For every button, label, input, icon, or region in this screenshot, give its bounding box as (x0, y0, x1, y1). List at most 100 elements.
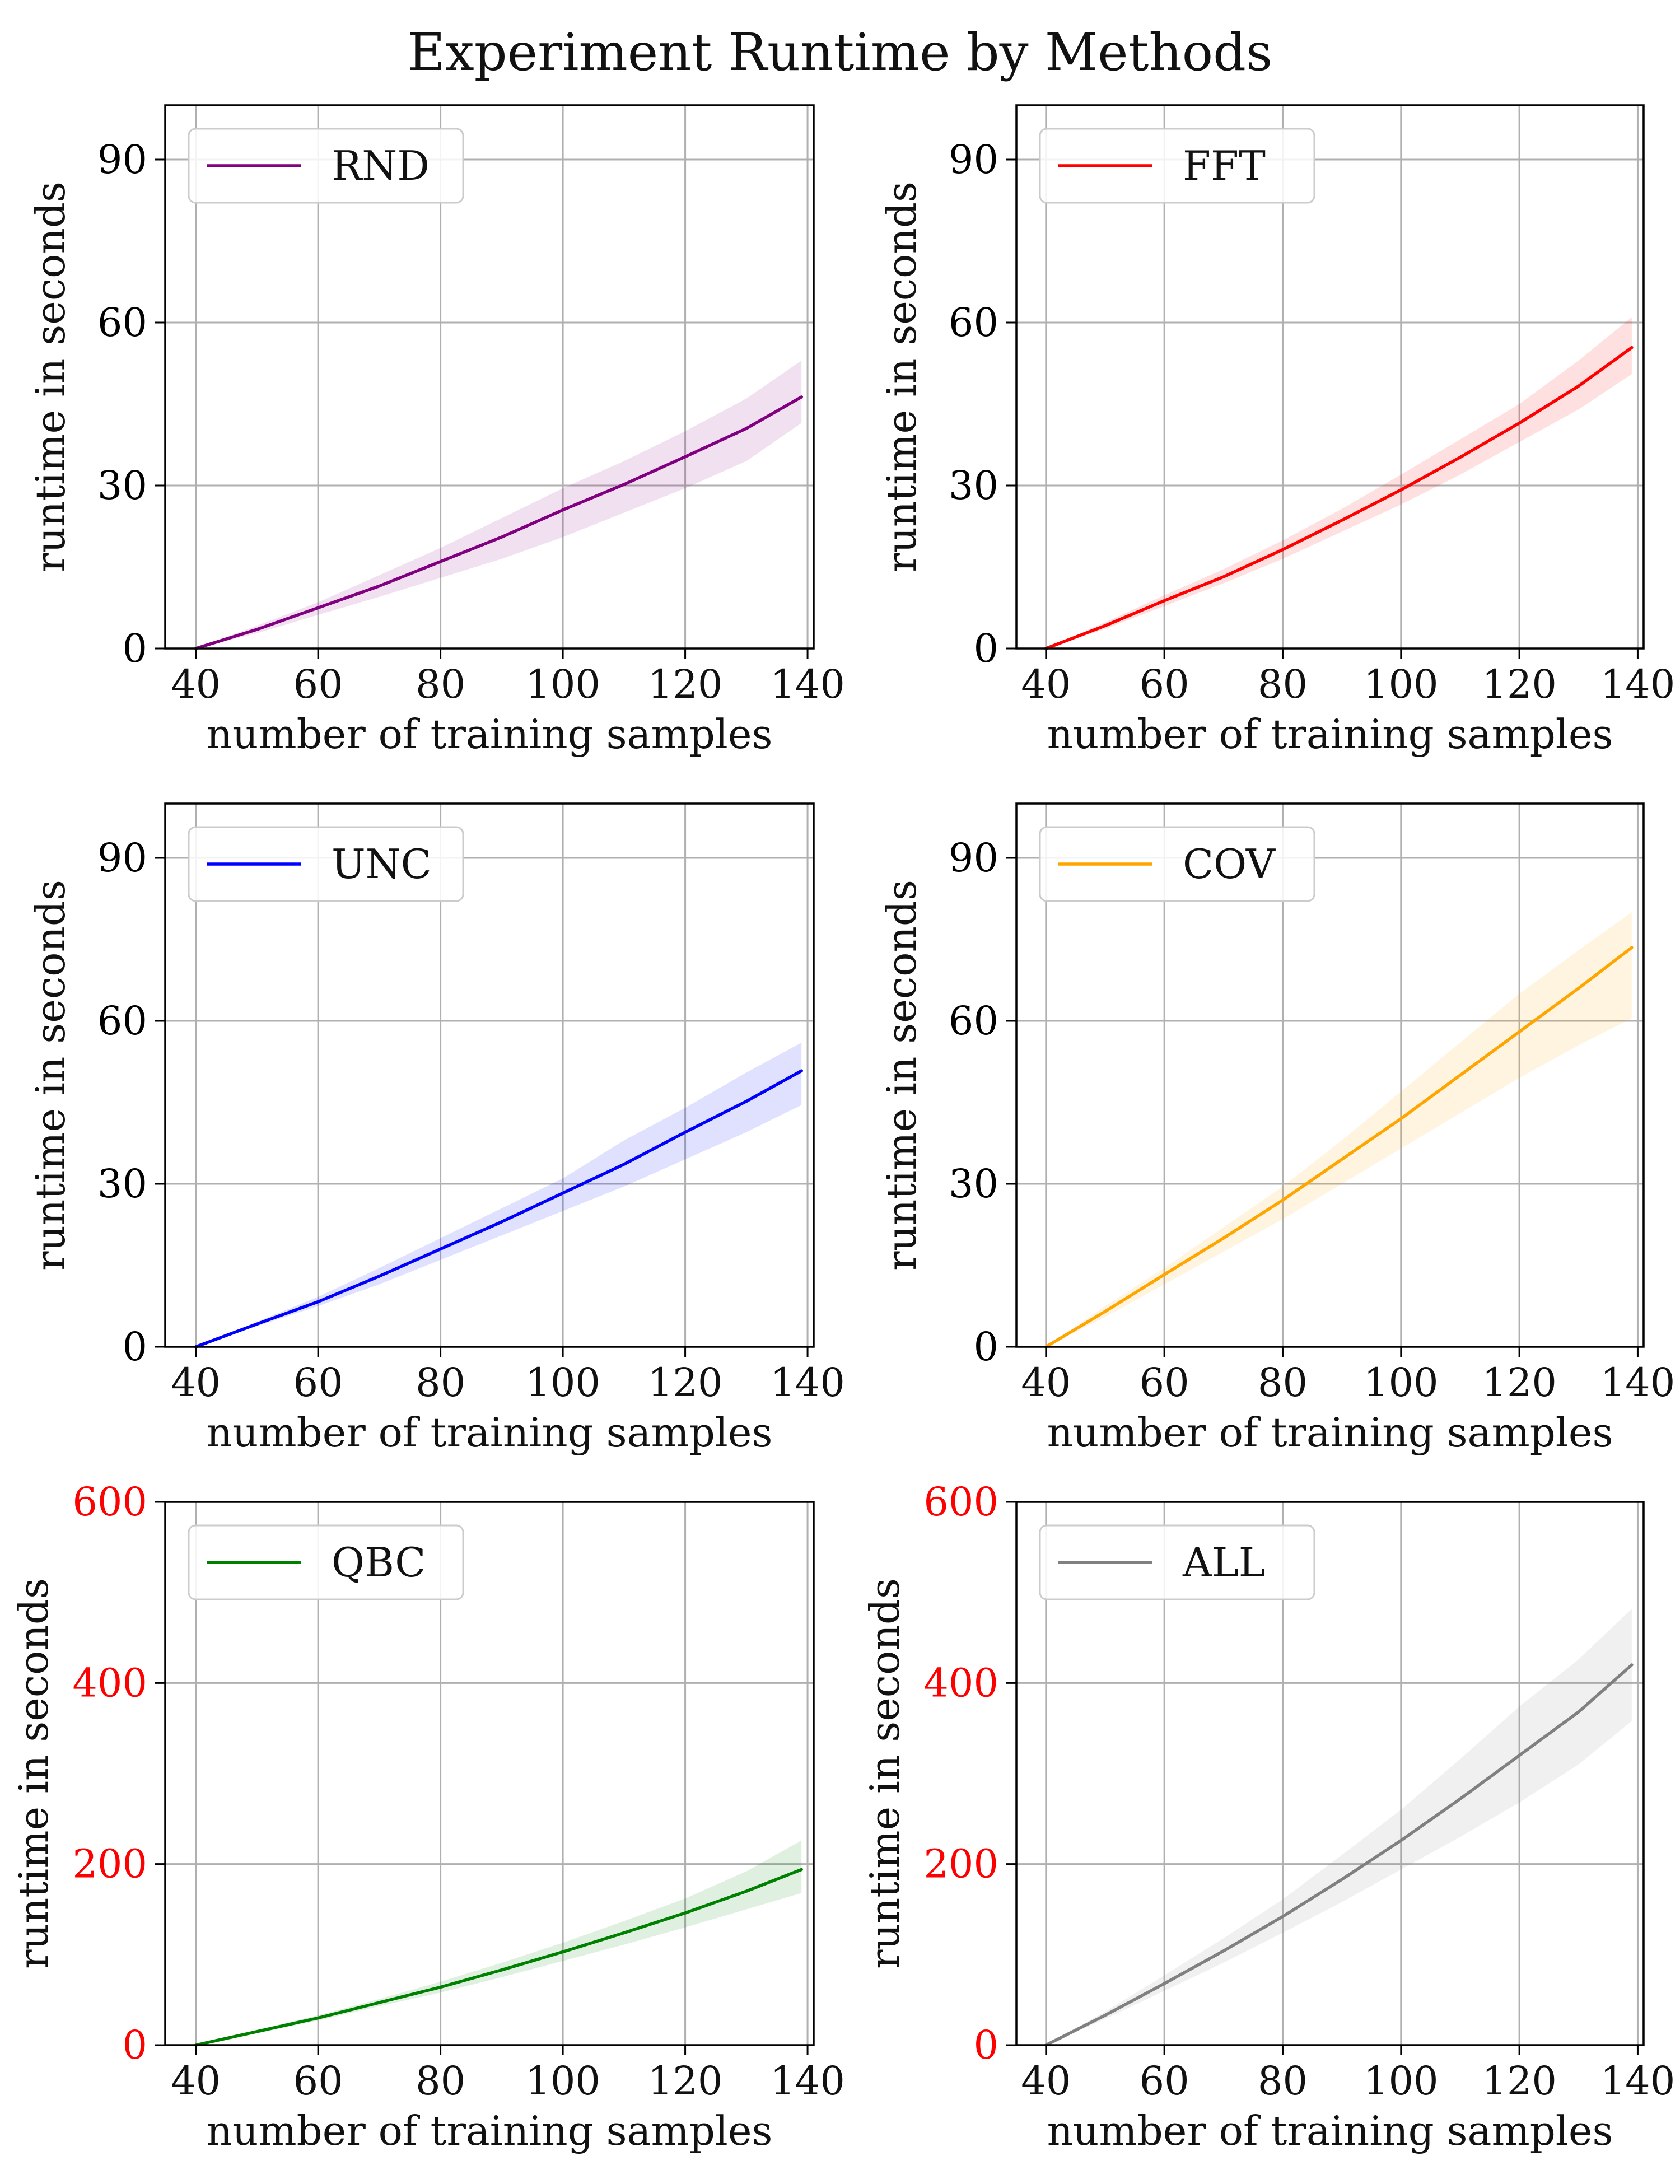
y-tick-label: 0 (122, 1324, 147, 1370)
y-tick-label: 90 (97, 137, 147, 183)
x-tick-label: 60 (293, 661, 343, 707)
legend-label-unc: UNC (332, 841, 432, 888)
legend: QBC (188, 1524, 464, 1600)
x-tick-label: 120 (648, 1360, 723, 1406)
legend-label-all: ALL (1182, 1539, 1266, 1586)
x-tick-label: 40 (171, 1360, 221, 1406)
axes-frame (1015, 802, 1645, 1348)
confidence-band-cov (1046, 912, 1632, 1347)
x-tick-label: 140 (1600, 1360, 1676, 1406)
x-tick-label: 80 (1258, 1360, 1308, 1406)
y-tick-label: 90 (949, 835, 998, 881)
x-tick-label: 140 (1600, 661, 1676, 707)
x-tick-label: 40 (1021, 661, 1071, 707)
axes-frame (1015, 104, 1645, 650)
y-axis-label: runtime in seconds (27, 181, 74, 572)
legend: FFT (1039, 128, 1315, 204)
series-line-fft (1044, 346, 1634, 650)
x-tick-label: 40 (171, 661, 221, 707)
legend: UNC (188, 826, 464, 902)
x-tick-label: 80 (1258, 2058, 1308, 2104)
y-tick-label: 0 (973, 626, 998, 671)
x-tick-label: 60 (1140, 2058, 1189, 2104)
x-axis-label: number of training samples (1047, 711, 1613, 758)
series-line-unc (194, 1069, 803, 1348)
y-tick-label: 200 (72, 1841, 147, 1887)
series-line-all (1044, 1663, 1634, 2047)
x-tick-label: 140 (770, 661, 845, 707)
chart-panel-4: 40 60 80 100 120 140 0 30 60 90 number of training… (878, 802, 1676, 1456)
legend-box (1039, 128, 1315, 204)
y-axis-label: runtime in seconds (27, 880, 74, 1271)
y-tick-label: 0 (973, 2022, 998, 2068)
legend: RND (188, 128, 464, 204)
confidence-band-qbc (195, 1840, 802, 2045)
x-tick-label: 140 (1600, 2058, 1676, 2104)
x-axis-label: number of training samples (207, 1409, 773, 1456)
x-tick-label: 40 (171, 2058, 221, 2104)
y-tick-label: 400 (923, 1660, 998, 1706)
axes-frame (164, 104, 815, 650)
axes-frame (164, 1501, 815, 2046)
chart-panel-2: 40 60 80 100 120 140 0 30 60 90 number of training… (878, 104, 1676, 758)
x-tick-label: 100 (1364, 2058, 1439, 2104)
x-tick-label: 100 (525, 661, 600, 707)
legend: ALL (1039, 1524, 1315, 1600)
x-tick-label: 60 (293, 1360, 343, 1406)
y-tick-label: 90 (97, 835, 147, 881)
x-tick-label: 100 (1364, 661, 1439, 707)
x-tick-label: 80 (1258, 661, 1308, 707)
axes-frame (1015, 1501, 1645, 2046)
x-tick-label: 40 (1021, 2058, 1071, 2104)
chart-panel-1: 40 60 80 100 120 140 0 30 60 90 number of training… (27, 104, 845, 758)
confidence-band-all (1046, 1608, 1632, 2045)
confidence-band-fft (1046, 317, 1632, 648)
chart-panel-3: 40 60 80 100 120 140 0 30 60 90 number of training… (27, 802, 845, 1456)
legend-box (1039, 1524, 1315, 1600)
legend-label-qbc: QBC (332, 1539, 426, 1586)
legend-label-cov: COV (1183, 841, 1276, 888)
y-tick-label: 0 (122, 2022, 147, 2068)
x-tick-label: 80 (416, 1360, 465, 1406)
x-tick-label: 120 (1482, 661, 1557, 707)
legend-label-fft: FFT (1183, 142, 1266, 189)
x-tick-label: 80 (416, 661, 465, 707)
chart-panel-5: 40 60 80 100 120 140 0 200 400 600 number of train… (10, 1479, 845, 2154)
y-tick-label: 400 (72, 1660, 147, 1706)
x-axis-label: number of training samples (207, 2107, 773, 2154)
x-axis-label: number of training samples (207, 711, 773, 758)
chart-panel-6: 40 60 80 100 120 140 0 200 400 600 number of train… (861, 1479, 1675, 2154)
x-tick-label: 120 (648, 2058, 723, 2104)
x-axis-label: number of training samples (1047, 2107, 1613, 2154)
x-tick-label: 140 (770, 2058, 845, 2104)
legend-label-rnd: RND (332, 142, 430, 189)
legend-box (1039, 826, 1315, 902)
legend-box (188, 1524, 464, 1600)
y-axis-label: runtime in seconds (878, 181, 925, 572)
x-tick-label: 60 (293, 2058, 343, 2104)
y-axis-label: runtime in seconds (878, 880, 925, 1271)
series-line-rnd (194, 395, 803, 650)
axes-frame (164, 802, 815, 1348)
x-tick-label: 140 (770, 1360, 845, 1406)
x-tick-label: 100 (525, 1360, 600, 1406)
x-tick-label: 100 (525, 2058, 600, 2104)
x-tick-label: 120 (1482, 2058, 1557, 2104)
y-axis-label: runtime in seconds (10, 1578, 57, 1969)
x-tick-label: 60 (1140, 661, 1189, 707)
confidence-band-unc (195, 1042, 802, 1347)
x-tick-label: 120 (648, 661, 723, 707)
series-line-cov (1044, 946, 1634, 1348)
y-tick-label: 30 (97, 463, 147, 508)
y-axis-label: runtime in seconds (861, 1578, 908, 1969)
y-tick-label: 60 (949, 300, 998, 346)
x-tick-label: 60 (1140, 1360, 1189, 1406)
y-tick-label: 200 (923, 1841, 998, 1887)
y-tick-label: 600 (72, 1479, 147, 1525)
x-tick-label: 40 (1021, 1360, 1071, 1406)
y-tick-label: 60 (949, 998, 998, 1044)
y-tick-label: 30 (949, 1161, 998, 1207)
y-tick-label: 60 (97, 998, 147, 1044)
confidence-band-rnd (195, 360, 802, 648)
